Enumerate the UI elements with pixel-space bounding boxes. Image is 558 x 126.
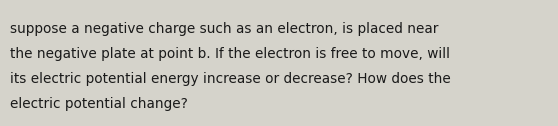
Text: the negative plate at point b. If the electron is free to move, will: the negative plate at point b. If the el… [10, 47, 450, 61]
Text: suppose a negative charge such as an electron, is placed near: suppose a negative charge such as an ele… [10, 22, 439, 36]
Text: its electric potential energy increase or decrease? How does the: its electric potential energy increase o… [10, 72, 451, 86]
Text: electric potential change?: electric potential change? [10, 97, 188, 111]
